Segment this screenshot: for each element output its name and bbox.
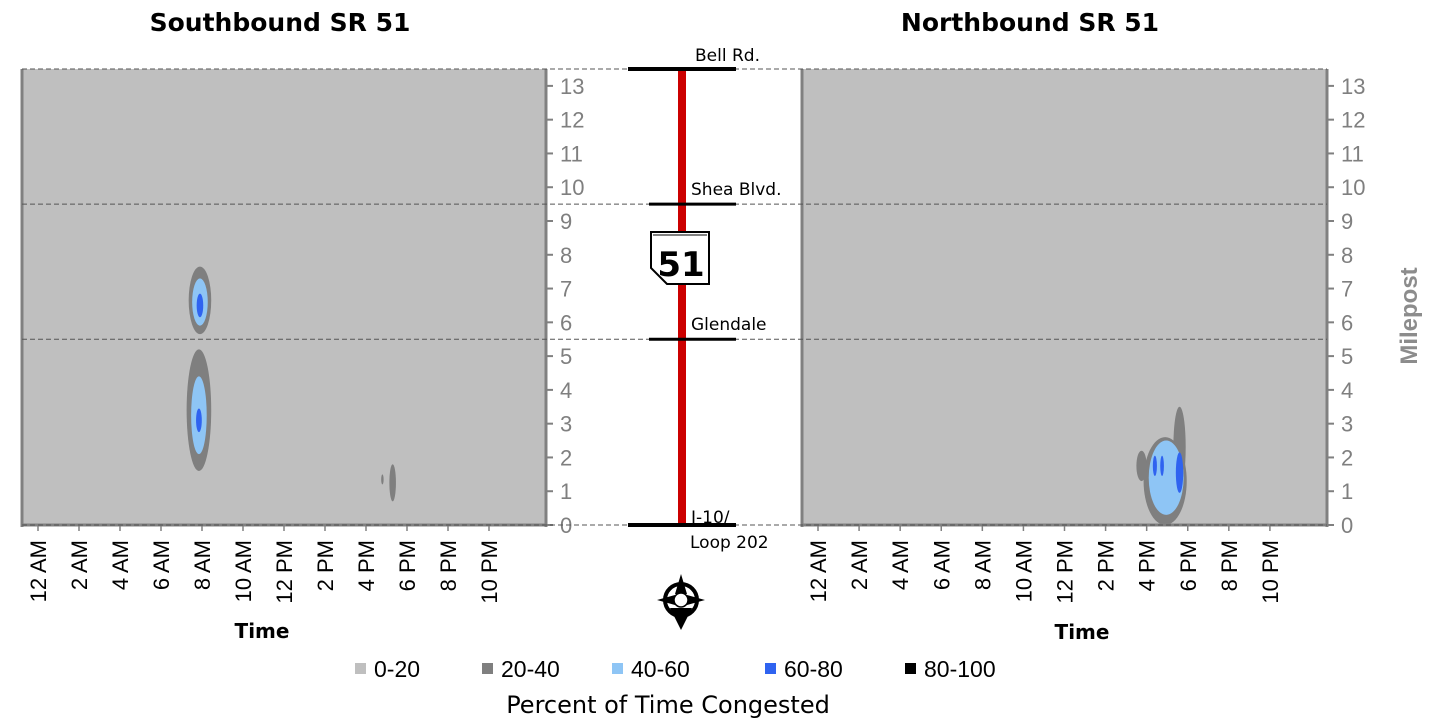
y-tick-label: 7: [560, 277, 572, 302]
northbound-title: Northbound SR 51: [901, 8, 1159, 37]
landmark-label: Glendale: [691, 315, 767, 335]
x-tick-label: 4 AM: [888, 540, 913, 590]
compass-center: [673, 592, 689, 608]
x-tick-label: 2 AM: [847, 540, 872, 590]
landmark-label: Bell Rd.: [695, 46, 760, 66]
y-tick-label: 1: [560, 479, 572, 504]
x-tick-label: 4 AM: [108, 540, 133, 590]
x-tick-label: 12 PM: [272, 540, 297, 604]
y-tick-label: 7: [1341, 277, 1353, 302]
southbound-title: Southbound SR 51: [150, 8, 411, 37]
x-tick-label: 6 PM: [395, 540, 420, 591]
congestion-region: [1152, 455, 1157, 477]
y-tick-label: 3: [560, 412, 572, 437]
route-shield-icon: 51: [650, 231, 710, 285]
compass-south-point: [670, 608, 692, 630]
y-tick-label: 5: [560, 344, 572, 369]
compass-west-point: [657, 595, 675, 605]
y-tick-label: 8: [560, 243, 572, 268]
x-tick-label: 6 AM: [149, 540, 174, 590]
congestion-region: [196, 408, 202, 433]
route-diagram: Bell Rd. Shea Blvd. Glendale I-10/Loop 202 5…: [628, 46, 782, 553]
legend: 0-20 20-40 40-60 60-80 80-100: [355, 656, 996, 682]
legend-swatch: [482, 663, 493, 674]
compass-north-point: [675, 574, 687, 594]
y-tick-label: 0: [1341, 513, 1353, 538]
congestion-region: [1148, 440, 1184, 515]
y-tick-label: 10: [560, 175, 584, 200]
shield-outline: [650, 231, 710, 285]
y-tick-label: 11: [1341, 141, 1364, 166]
x-tick-label: 12 PM: [1053, 540, 1078, 604]
compass-east-point: [687, 595, 705, 605]
congestion-region: [1175, 452, 1184, 493]
y-tick-label: 5: [1341, 344, 1353, 369]
x-tick-label: 4 PM: [354, 540, 379, 591]
x-tick-label: 4 PM: [1135, 540, 1160, 591]
route-number-glyph: 51: [657, 245, 704, 285]
legend-label: 60-80: [784, 656, 843, 682]
y-tick-label: 12: [1341, 108, 1365, 133]
northbound-x-axis-title: Time: [1055, 620, 1110, 644]
y-tick-label: 8: [1341, 243, 1353, 268]
x-tick-label: 12 AM: [806, 540, 831, 602]
congestion-region: [381, 474, 384, 485]
plot-background: [22, 69, 546, 525]
y-tick-label: 2: [1341, 445, 1353, 470]
landmark-label: I-10/: [691, 508, 730, 528]
y-tick-label: 9: [1341, 209, 1353, 234]
plot-background: [802, 69, 1327, 525]
landmark-label: Loop 202: [690, 533, 769, 553]
legend-swatch: [765, 663, 776, 674]
x-tick-label: 10 PM: [477, 540, 502, 604]
y-tick-label: 3: [1341, 412, 1353, 437]
x-tick-label: 6 PM: [1176, 540, 1201, 591]
congestion-region: [1160, 455, 1164, 477]
north-arrow-icon: [657, 574, 705, 630]
congestion-region: [389, 464, 396, 502]
x-tick-label: 10 PM: [1258, 540, 1283, 604]
x-tick-label: 2 AM: [67, 540, 92, 590]
congestion-region: [196, 293, 204, 318]
x-tick-label: 8 AM: [190, 540, 215, 590]
x-tick-label: 8 AM: [970, 540, 995, 590]
congestion-region: [1136, 450, 1147, 482]
y-axis-title: Milepost: [1396, 267, 1423, 364]
y-tick-label: 9: [560, 209, 572, 234]
y-tick-label: 6: [1341, 310, 1353, 335]
y-tick-label: 4: [560, 378, 572, 403]
y-tick-label: 13: [560, 74, 584, 99]
y-tick-label: 10: [1341, 175, 1365, 200]
y-tick-label: 11: [560, 141, 583, 166]
y-tick-label: 4: [1341, 378, 1353, 403]
x-tick-label: 2 PM: [313, 540, 338, 591]
x-tick-label: 6 AM: [929, 540, 954, 590]
legend-label: 0-20: [374, 656, 420, 682]
legend-label: 20-40: [501, 656, 560, 682]
legend-label: 40-60: [631, 656, 690, 682]
legend-swatch: [905, 663, 916, 674]
x-tick-label: 8 PM: [1217, 540, 1242, 591]
legend-swatch: [355, 663, 366, 674]
legend-label: 80-100: [924, 656, 996, 682]
y-tick-label: 12: [560, 108, 584, 133]
landmark-label: Shea Blvd.: [691, 180, 782, 200]
x-tick-label: 12 AM: [26, 540, 51, 602]
x-tick-label: 10 AM: [231, 540, 256, 602]
y-tick-label: 1: [1341, 479, 1353, 504]
y-tick-label: 2: [560, 445, 572, 470]
southbound-x-axis-title: Time: [235, 619, 290, 643]
legend-title: Percent of Time Congested: [506, 691, 830, 719]
y-tick-label: 13: [1341, 74, 1365, 99]
legend-swatch: [612, 663, 623, 674]
x-tick-label: 10 AM: [1011, 540, 1036, 602]
y-tick-label: 6: [560, 310, 572, 335]
x-tick-label: 2 PM: [1094, 540, 1119, 591]
x-tick-label: 8 PM: [436, 540, 461, 591]
